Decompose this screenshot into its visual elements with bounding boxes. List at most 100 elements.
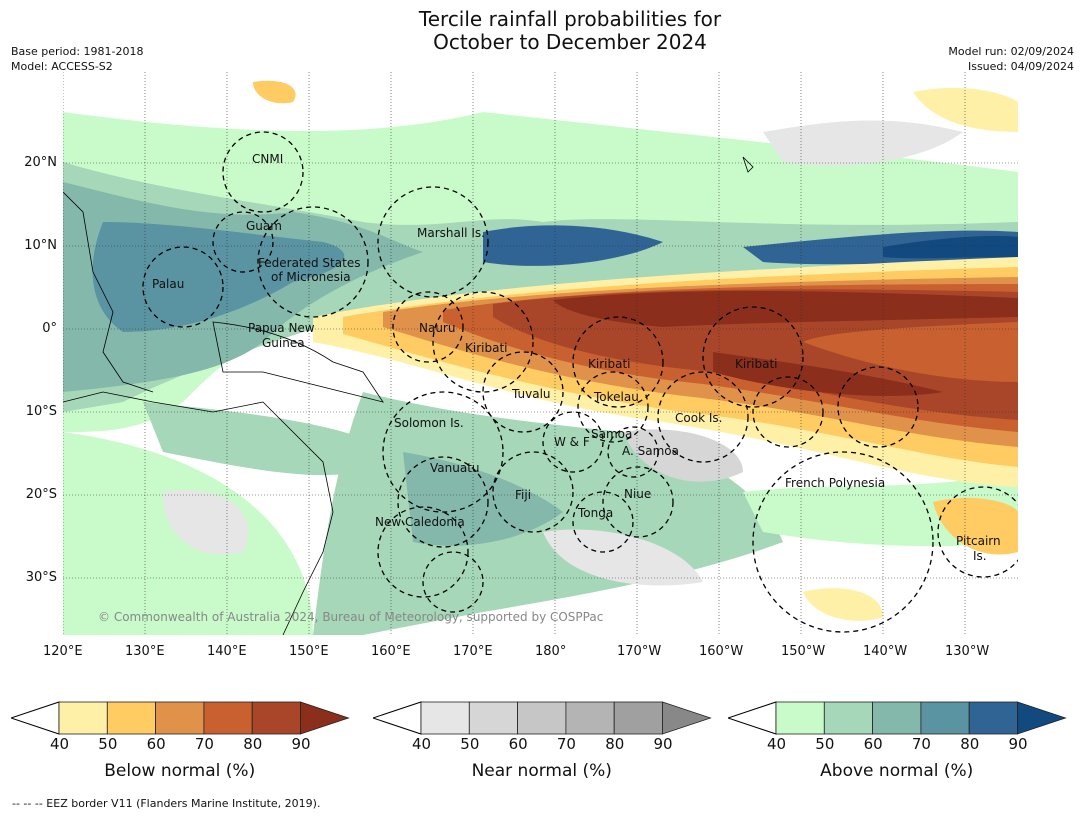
colorbar-tick: 40 bbox=[767, 735, 787, 753]
region-label: New Caledonia bbox=[375, 515, 465, 529]
region-label: A. Samoa bbox=[622, 444, 679, 458]
colorbar-tick: 50 bbox=[98, 735, 118, 753]
colorbar-swatch bbox=[155, 701, 205, 735]
lon-tick-label: 170°E bbox=[453, 644, 493, 659]
colorbar-tick: 40 bbox=[412, 735, 432, 753]
lat-tick-label: 30°S bbox=[25, 570, 57, 585]
colorbar-swatch bbox=[420, 701, 470, 735]
colorbar-swatch bbox=[872, 701, 922, 735]
lat-tick-label: 0° bbox=[42, 321, 57, 336]
region-label: Marshall Is. bbox=[417, 226, 485, 240]
region-label: Fiji bbox=[515, 488, 532, 502]
region-label: Guam bbox=[246, 219, 282, 233]
lon-tick-label: 140°E bbox=[207, 644, 247, 659]
region-label: Is. bbox=[973, 549, 987, 563]
colorbar-label: Above normal (%) bbox=[820, 761, 974, 781]
colorbar-swatch bbox=[1017, 701, 1067, 735]
copyright-notice: © Commonwealth of Australia 2024, Bureau… bbox=[98, 610, 604, 624]
colorbar-swatch bbox=[251, 701, 301, 735]
colorbar-swatch bbox=[203, 701, 253, 735]
lat-tick-label: 10°N bbox=[24, 238, 57, 253]
colorbar-1 bbox=[373, 701, 712, 735]
colorbar-tick: 70 bbox=[194, 735, 214, 753]
colorbar-tick: 50 bbox=[815, 735, 835, 753]
colorbar-swatch bbox=[106, 701, 157, 735]
region-label: Niue bbox=[624, 487, 652, 501]
eez-borders bbox=[142, 131, 1018, 633]
colorbar-extend-low bbox=[11, 701, 60, 735]
colorbar-swatch bbox=[662, 701, 712, 735]
colorbar-tick: 80 bbox=[243, 735, 263, 753]
region-label: Palau bbox=[152, 277, 185, 291]
colorbar-swatch bbox=[613, 701, 663, 735]
colorbar-tick: 60 bbox=[508, 735, 528, 753]
rainfall-map bbox=[63, 72, 1018, 635]
region-label: French Polynesia bbox=[785, 476, 886, 490]
colorbar-swatch bbox=[775, 701, 825, 735]
region-label: Guinea bbox=[262, 336, 305, 350]
lon-tick-label: 150°E bbox=[289, 644, 329, 659]
model-run: Model run: 02/09/2024 bbox=[948, 45, 1074, 58]
meta-left: Base period: 1981-2018 Model: ACCESS-S2 bbox=[11, 44, 143, 74]
lon-tick-label: 160°W bbox=[699, 644, 744, 659]
colorbar-swatch bbox=[920, 701, 970, 735]
region-label: Tuvalu bbox=[512, 387, 551, 401]
lat-tick-label: 20°S bbox=[25, 487, 57, 502]
colorbar-tick: 80 bbox=[605, 735, 625, 753]
figure-title: Tercile rainfall probabilities for Octob… bbox=[0, 8, 1085, 54]
graticule bbox=[63, 72, 1018, 635]
region-label: Kiribati bbox=[735, 357, 778, 371]
below-normal-fields bbox=[253, 80, 1018, 621]
lon-tick-label: 130°E bbox=[125, 644, 165, 659]
colorbar-tick: 90 bbox=[653, 735, 673, 753]
colorbar-extend-low bbox=[373, 701, 422, 735]
region-label: CNMI bbox=[252, 152, 284, 166]
region-label: of Micronesia bbox=[271, 270, 351, 284]
region-label: W & F bbox=[554, 435, 590, 449]
lon-tick-label: 130°W bbox=[945, 644, 990, 659]
colorbar-tick: 70 bbox=[556, 735, 576, 753]
colorbar-tick: 80 bbox=[960, 735, 980, 753]
lon-tick-label: 120°E bbox=[43, 644, 83, 659]
region-label: Papua New bbox=[248, 321, 315, 335]
colorbar-label: Below normal (%) bbox=[104, 761, 256, 781]
model-name: Model: ACCESS-S2 bbox=[11, 60, 113, 73]
colorbar-extend-low bbox=[728, 701, 777, 735]
lat-tick-label: 10°S bbox=[25, 404, 57, 419]
title-line-2: October to December 2024 bbox=[433, 30, 707, 54]
lat-tick-label: 20°N bbox=[24, 155, 57, 170]
region-label: Pitcairn bbox=[956, 534, 1001, 548]
region-label: Vanuatu bbox=[430, 461, 480, 475]
colorbar-tick: 70 bbox=[911, 735, 931, 753]
colorbar-swatch bbox=[300, 701, 350, 735]
colorbar-swatch bbox=[58, 701, 108, 735]
colorbar-0 bbox=[11, 701, 350, 735]
colorbar-tick: 60 bbox=[146, 735, 166, 753]
lon-tick-label: 160°E bbox=[371, 644, 411, 659]
lon-tick-label: 170°W bbox=[617, 644, 662, 659]
meta-right: Model run: 02/09/2024 Issued: 04/09/2024 bbox=[948, 44, 1074, 74]
title-line-1: Tercile rainfall probabilities for bbox=[418, 7, 722, 31]
lon-tick-label: 140°W bbox=[863, 644, 908, 659]
eez-footnote: -- -- -- EEZ border V11 (Flanders Marine… bbox=[12, 797, 321, 810]
region-label: Kiribati bbox=[465, 341, 508, 355]
colorbar-tick: 50 bbox=[460, 735, 480, 753]
region-label: Nauru bbox=[419, 321, 456, 335]
colorbar-tick: 40 bbox=[50, 735, 70, 753]
colorbar-swatch bbox=[968, 701, 1018, 735]
base-period: Base period: 1981-2018 bbox=[11, 45, 144, 58]
region-label: Samoa bbox=[591, 427, 633, 441]
colorbar-swatch bbox=[517, 701, 567, 735]
colorbar-label: Near normal (%) bbox=[471, 761, 612, 781]
issued-date: Issued: 04/09/2024 bbox=[967, 60, 1074, 73]
colorbar-2 bbox=[728, 701, 1067, 735]
colorbar-swatch bbox=[823, 701, 874, 735]
lon-tick-label: 180° bbox=[535, 644, 567, 659]
colorbar-tick: 90 bbox=[1008, 735, 1028, 753]
colorbar-swatch bbox=[565, 701, 615, 735]
land-outlines bbox=[63, 156, 754, 635]
region-label: Tokelau bbox=[594, 390, 639, 404]
region-label: Federated States bbox=[258, 256, 361, 270]
region-label: Kiribati bbox=[588, 357, 631, 371]
